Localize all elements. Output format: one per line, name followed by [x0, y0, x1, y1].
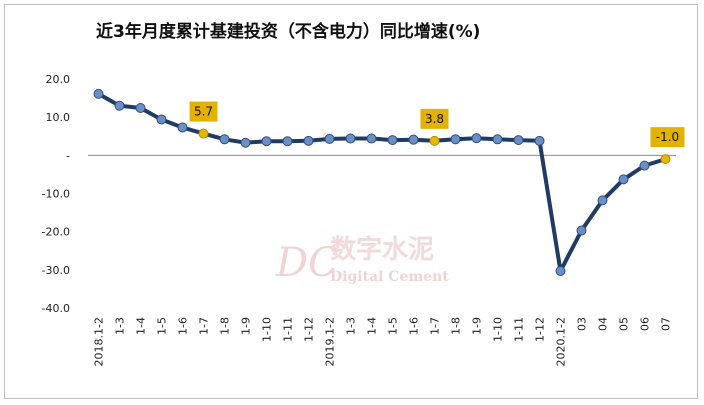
- x-tick-label: 03: [576, 317, 589, 331]
- data-marker: [240, 137, 251, 148]
- chart-frame: [4, 4, 698, 399]
- data-marker: [114, 100, 125, 111]
- data-marker: [366, 133, 377, 144]
- y-tick-label: 10.0: [46, 111, 71, 124]
- data-marker: [576, 225, 587, 236]
- x-tick-label: 1-5: [387, 317, 400, 335]
- x-tick-label: 04: [597, 317, 610, 331]
- data-marker: [534, 135, 545, 146]
- x-tick-label: 2019.1-2: [324, 317, 337, 366]
- x-tick-label: 1-6: [177, 317, 190, 335]
- x-tick-label: 1-10: [261, 317, 274, 342]
- watermark-logo: DC: [275, 240, 339, 286]
- data-marker: [408, 134, 419, 145]
- highlight-marker: [198, 128, 209, 139]
- x-tick-label: 1-10: [492, 317, 505, 342]
- x-tick-label: 1-9: [471, 317, 484, 335]
- data-labels-layer: 5.7 3.8 -1.0: [189, 101, 685, 148]
- chart-title: 近3年月度累计基建投资（不含电力）同比增速(%): [96, 22, 481, 42]
- data-label-box: [650, 127, 685, 148]
- data-marker: [555, 265, 566, 276]
- x-tick-label: 07: [660, 317, 673, 331]
- data-marker: [387, 135, 398, 146]
- data-label: 3.8: [425, 112, 444, 126]
- data-marker: [471, 133, 482, 144]
- y-tick-label: -40.0: [42, 302, 70, 315]
- x-tick-label: 1-8: [450, 317, 463, 335]
- data-marker: [513, 135, 524, 146]
- x-tick-label: 1-7: [429, 317, 442, 335]
- x-tick-label: 1-6: [408, 317, 421, 335]
- data-marker: [597, 195, 608, 206]
- data-label: -1.0: [656, 130, 679, 144]
- x-tick-label: 1-12: [303, 317, 316, 342]
- x-tick-label: 05: [618, 317, 631, 331]
- watermark: DC 数字水泥 Digital Cement: [275, 234, 449, 286]
- data-marker: [324, 133, 335, 144]
- data-label-box: [189, 101, 218, 122]
- x-tick-label: 1-8: [219, 317, 232, 335]
- x-tick-label: 1-7: [198, 317, 211, 335]
- y-tick-label: -30.0: [42, 264, 70, 277]
- data-marker: [93, 88, 104, 99]
- data-marker: [261, 136, 272, 147]
- highlight-marker: [429, 135, 440, 146]
- data-marker: [282, 136, 293, 147]
- x-tick-label: 2018.1-2: [93, 317, 106, 366]
- x-tick-label: 1-11: [513, 317, 526, 342]
- x-tick-label: 1-4: [135, 317, 148, 335]
- y-tick-label: -10.0: [42, 188, 70, 201]
- data-marker: [303, 135, 314, 146]
- data-marker: [177, 122, 188, 133]
- x-tick-label: 1-9: [240, 317, 253, 335]
- x-tick-label: 2020.1-2: [555, 317, 568, 366]
- x-tick-label: 06: [639, 317, 652, 331]
- data-marker: [450, 134, 461, 145]
- highlight-marker: [660, 154, 671, 165]
- x-tick-label: 1-4: [366, 317, 379, 335]
- watermark-en: Digital Cement: [330, 269, 449, 285]
- x-tick-label: 1-11: [282, 317, 295, 342]
- data-label-box: [420, 108, 449, 129]
- series-line: [96, 91, 668, 273]
- data-marker: [219, 134, 230, 145]
- watermark-cn: 数字水泥: [330, 234, 434, 265]
- data-marker: [618, 174, 629, 185]
- data-label: 5.7: [194, 105, 213, 119]
- x-tick-label: 1-3: [114, 317, 127, 335]
- y-tick-label: 20.0: [46, 73, 71, 86]
- y-tick-label: -20.0: [42, 226, 70, 239]
- markers-layer: [93, 88, 671, 276]
- data-marker: [639, 160, 650, 171]
- axes: 20.0 10.0 - -10.0 -20.0 -30.0 -40.0 2018.1-2 1-3…: [42, 73, 676, 366]
- x-tick-label: 1-12: [534, 317, 547, 342]
- data-marker: [135, 103, 146, 114]
- series-line-layer: [96, 91, 668, 273]
- x-tick-label: 1-5: [156, 317, 169, 335]
- x-tick-label: 1-3: [345, 317, 358, 335]
- y-tick-label: -: [66, 149, 70, 162]
- data-marker: [345, 133, 356, 144]
- data-marker: [492, 134, 503, 145]
- data-marker: [156, 114, 167, 125]
